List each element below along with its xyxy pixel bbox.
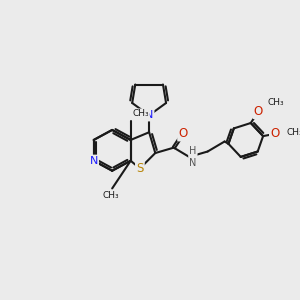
Text: H
N: H N: [189, 146, 197, 168]
Text: CH₃: CH₃: [132, 110, 149, 118]
Text: CH₃: CH₃: [102, 191, 119, 200]
Text: CH₃: CH₃: [286, 128, 300, 137]
Text: O: O: [271, 127, 280, 140]
Text: O: O: [254, 105, 263, 118]
Text: N: N: [145, 110, 153, 120]
Text: O: O: [178, 127, 188, 140]
Text: CH₃: CH₃: [268, 98, 284, 107]
Text: N: N: [89, 156, 98, 166]
Text: S: S: [136, 162, 144, 175]
